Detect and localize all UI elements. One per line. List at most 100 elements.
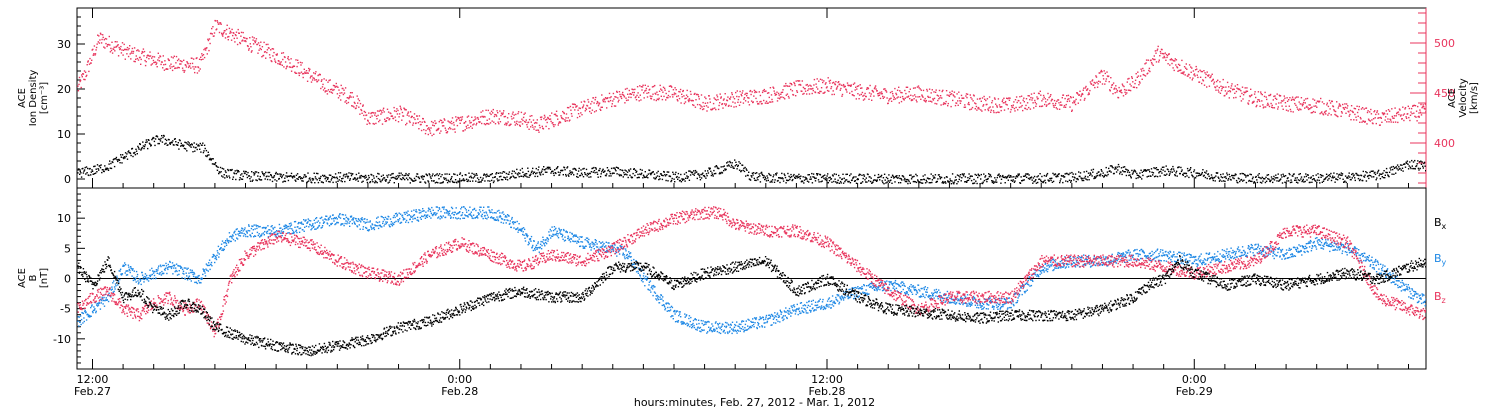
legend-subscript: z: [1442, 296, 1446, 305]
data-point: [1210, 77, 1211, 78]
data-point: [158, 53, 159, 54]
data-point: [1208, 173, 1209, 174]
data-point: [400, 107, 401, 108]
data-point: [170, 144, 171, 145]
data-point: [660, 85, 661, 86]
data-point: [92, 312, 93, 313]
data-point: [609, 175, 610, 176]
data-point: [593, 172, 594, 173]
data-point: [1092, 172, 1093, 173]
data-point: [1217, 172, 1218, 173]
data-point: [302, 180, 303, 181]
data-point: [662, 92, 663, 93]
data-point: [1389, 111, 1390, 112]
data-point: [816, 86, 817, 87]
data-point: [245, 41, 246, 42]
data-point: [974, 95, 975, 96]
data-point: [1110, 171, 1111, 172]
data-point: [132, 53, 133, 54]
data-point: [814, 79, 815, 80]
data-point: [813, 84, 814, 85]
data-point: [689, 180, 690, 181]
data-point: [735, 162, 736, 163]
data-point: [1177, 175, 1178, 176]
data-point: [770, 87, 771, 88]
data-point: [359, 114, 360, 115]
data-point: [1115, 85, 1116, 86]
data-point: [1082, 178, 1083, 179]
data-point: [613, 173, 614, 174]
data-point: [576, 176, 577, 177]
data-point: [511, 176, 512, 177]
data-point: [409, 177, 410, 178]
data-point: [1270, 103, 1271, 104]
data-point: [734, 98, 735, 99]
data-point: [1385, 175, 1386, 176]
data-point: [206, 150, 207, 151]
data-point: [582, 174, 583, 175]
data-point: [331, 178, 332, 179]
data-point: [1046, 176, 1047, 177]
data-point: [476, 173, 477, 174]
data-point: [414, 119, 415, 120]
data-point: [1305, 102, 1306, 103]
data-point: [568, 107, 569, 108]
data-point: [114, 166, 115, 167]
data-point: [190, 67, 191, 68]
data-point: [914, 94, 915, 95]
data-point: [1137, 175, 1138, 176]
data-point: [701, 106, 702, 107]
data-point: [555, 173, 556, 174]
data-point: [748, 101, 749, 102]
data-point: [874, 179, 875, 180]
data-point: [150, 55, 151, 56]
data-point: [988, 173, 989, 174]
data-point: [761, 103, 762, 104]
data-point: [1142, 68, 1143, 69]
data-point: [550, 169, 551, 170]
data-point: [288, 56, 289, 57]
data-point: [580, 169, 581, 170]
data-point: [277, 174, 278, 175]
data-point: [1292, 97, 1293, 98]
data-point: [380, 113, 381, 114]
data-point: [386, 120, 387, 121]
data-point: [1327, 176, 1328, 177]
data-point: [399, 175, 400, 176]
data-point: [653, 171, 654, 172]
data-point: [593, 167, 594, 168]
data-point: [539, 172, 540, 173]
data-point: [1044, 175, 1045, 176]
data-point: [782, 178, 783, 179]
data-point: [919, 182, 920, 183]
data-point: [769, 174, 770, 175]
data-point: [461, 120, 462, 121]
data-point: [266, 52, 267, 53]
data-point: [102, 303, 103, 304]
data-point: [743, 102, 744, 103]
data-point: [958, 175, 959, 176]
data-point: [457, 125, 458, 126]
data-point: [187, 143, 188, 144]
data-point: [222, 35, 223, 36]
data-point: [1023, 98, 1024, 99]
data-point: [83, 171, 84, 172]
data-point: [434, 175, 435, 176]
data-point: [110, 168, 111, 169]
data-point: [165, 64, 166, 65]
data-point: [592, 110, 593, 111]
data-point: [316, 173, 317, 174]
data-point: [114, 288, 115, 289]
data-point: [296, 66, 297, 67]
data-point: [958, 92, 959, 93]
data-point: [909, 175, 910, 176]
data-point: [1181, 171, 1182, 172]
data-point: [536, 130, 537, 131]
data-point: [928, 101, 929, 102]
data-point: [908, 96, 909, 97]
data-point: [164, 135, 165, 136]
data-point: [936, 103, 937, 104]
data-point: [884, 88, 885, 89]
data-point: [1001, 179, 1002, 180]
data-point: [989, 176, 990, 177]
